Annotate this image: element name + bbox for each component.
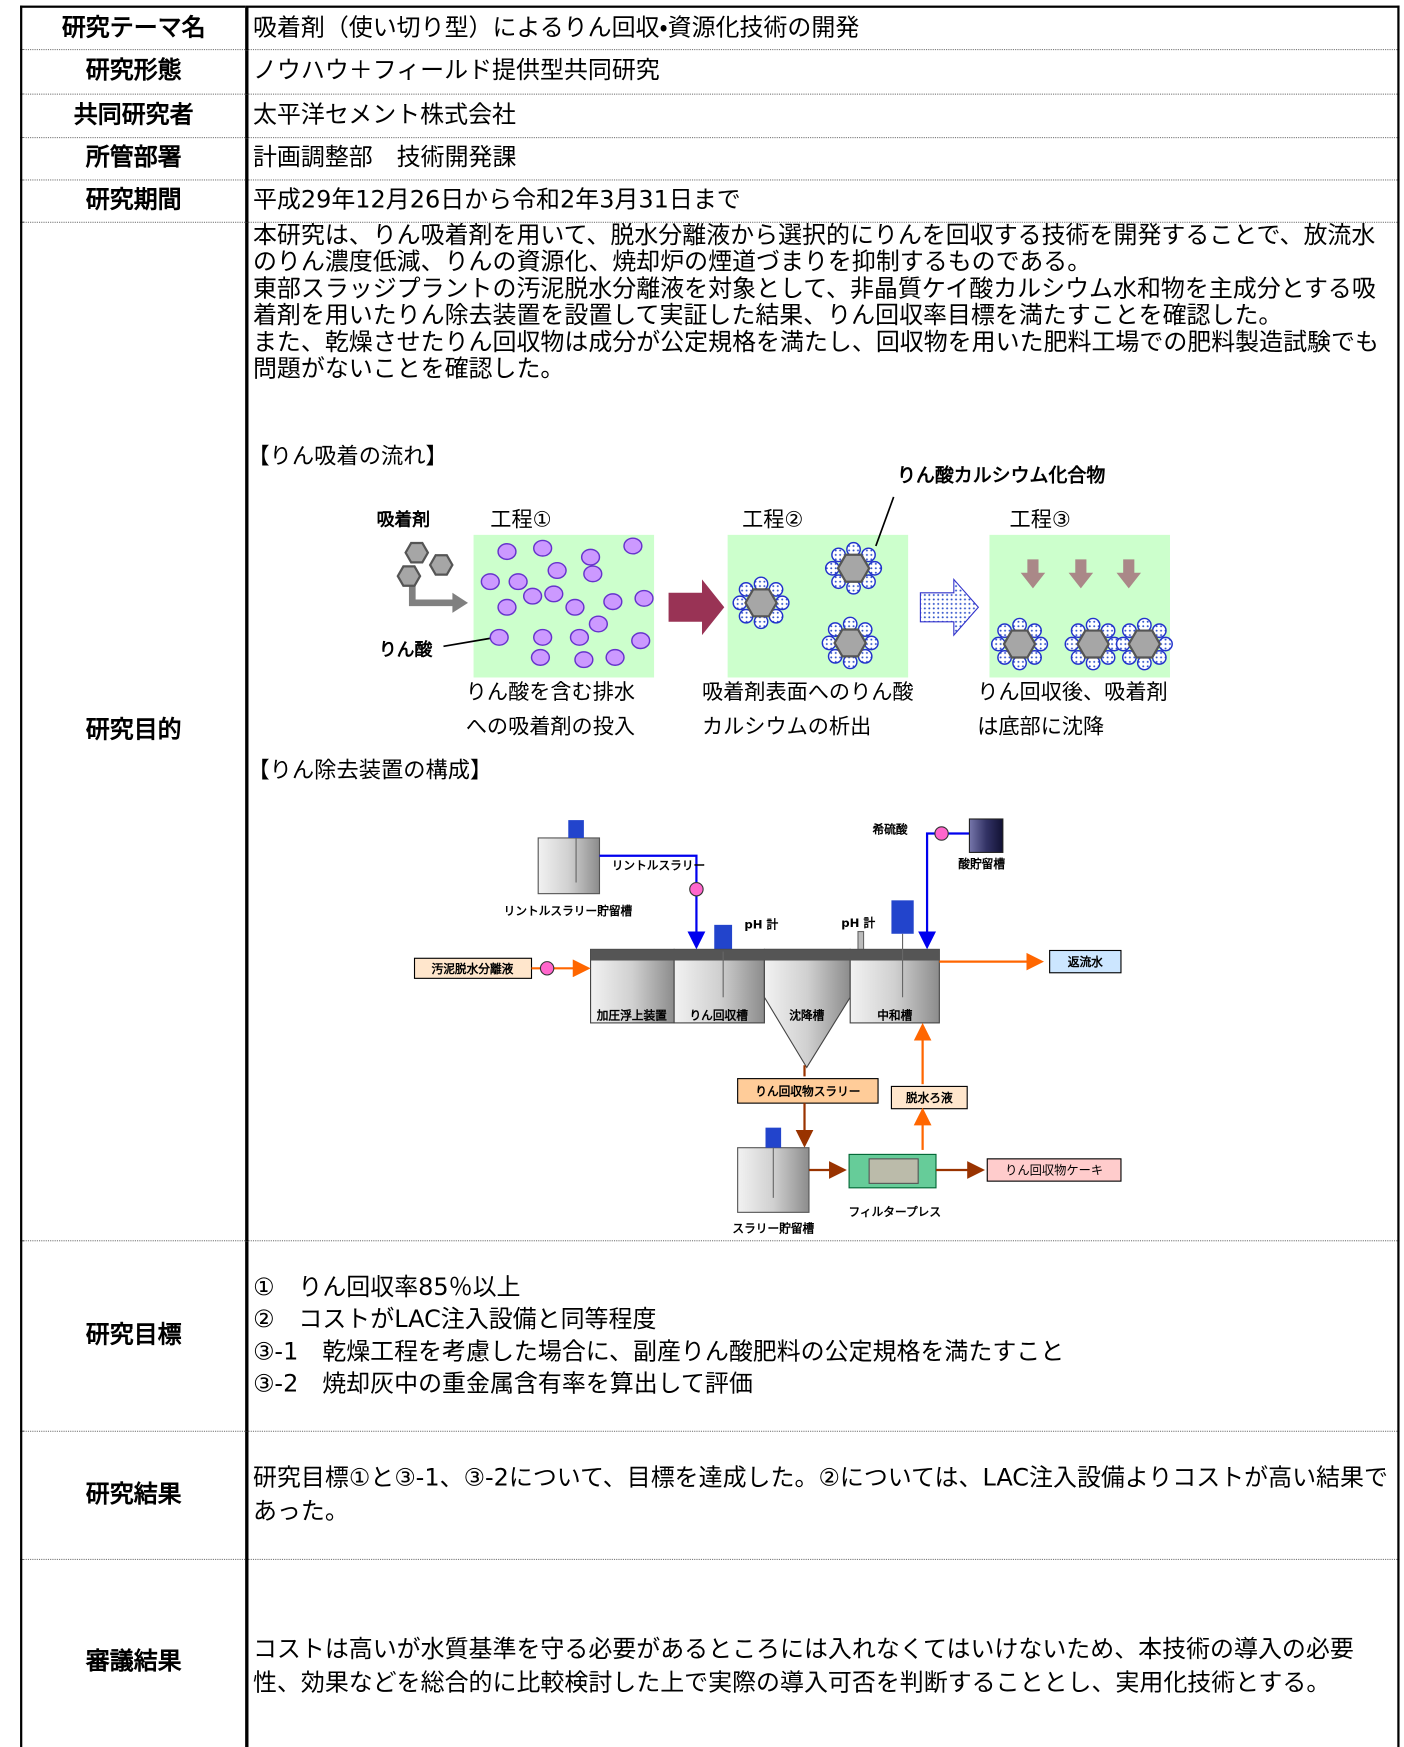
row-label: 研究結果 xyxy=(21,1430,249,1559)
row-content: 平成29年12月26日から令和2年3月31日まで xyxy=(246,178,1399,222)
paragraph: また、乾燥させたりん回収物は成分が公定規格を満たし、回収物を用いた肥料工場での肥… xyxy=(252,328,1379,383)
row-content: 研究目標①と③-1、③-2について、目標を達成した。②については、LAC注入設備… xyxy=(246,1430,1399,1559)
summary-table: 研究テーマ名 吸着剤（使い切り型）によるりん回収・資源化技術の開発 研究形態 ノウハ… xyxy=(20,5,1400,1747)
row-content: 太平洋セメント株式会社 xyxy=(246,93,1399,138)
target-item: ① りん回収率85％以上 xyxy=(252,1273,521,1301)
target-item: ② コストがLAC注入設備と同等程度 xyxy=(252,1305,657,1334)
row-label: 審議結果 xyxy=(21,1558,249,1747)
paragraph: 本研究は、りん吸着剤を用いて、脱水分離液から選択的にりんを回収する技術を開発する… xyxy=(252,221,1376,276)
row-label: 研究目的 xyxy=(21,221,249,1241)
row-label: 研究目標 xyxy=(21,1239,249,1431)
target-item: ③-2 焼却灰中の重金属含有率を算出して評価 xyxy=(252,1370,753,1398)
target-cell: ① りん回収率85％以上 ② コストがLAC注入設備と同等程度 ③-1 乾燥工程… xyxy=(246,1239,1399,1431)
row-content: コストは高いが水質基準を守る必要があるところには入れなくてはいけないため、本技術… xyxy=(246,1558,1399,1747)
purpose-cell: 本研究は、りん吸着剤を用いて、脱水分離液から選択的にりんを回収する技術を開発する… xyxy=(246,221,1399,1241)
row-content: 計画調整部 技術開発課 xyxy=(246,136,1399,180)
row-label: 研究テーマ名 xyxy=(21,6,249,50)
paragraph: 東部スラッジプラントの汚泥脱水分離液を対象として、非晶質ケイ酸カルシウム水和物を… xyxy=(252,274,1376,330)
row-label: 研究期間 xyxy=(21,178,249,222)
row-label: 研究形態 xyxy=(21,48,249,94)
row-content: 吸着剤（使い切り型）によるりん回収・資源化技術の開発 xyxy=(252,14,860,43)
target-item: ③-1 乾燥工程を考慮した場合に、副産りん酸肥料の公定規格を満たすこと xyxy=(252,1337,1065,1366)
row-content: ノウハウ＋フィールド提供型共同研究 xyxy=(246,48,1399,94)
row-label: 共同研究者 xyxy=(21,93,249,138)
row-label: 所管部署 xyxy=(21,136,249,180)
